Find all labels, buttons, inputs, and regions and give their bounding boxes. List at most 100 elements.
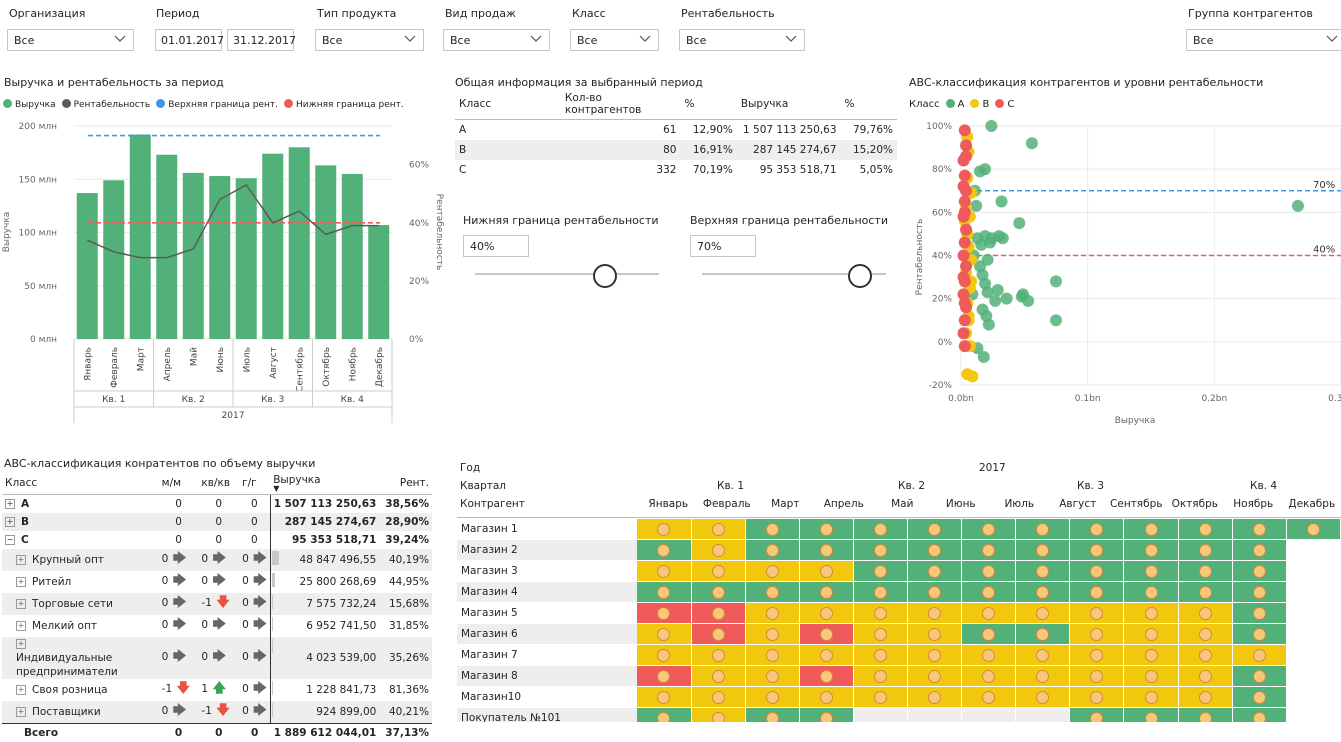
lower-bound-slider-handle[interactable] — [593, 264, 617, 288]
legend-item-upper[interactable]: Верхняя граница рент. — [156, 99, 278, 110]
heat-cell[interactable] — [1178, 540, 1232, 561]
upper-bound-input[interactable]: 70% — [690, 235, 756, 257]
period-from-input[interactable]: 01.01.2017 — [155, 29, 222, 51]
abc-header-revenue[interactable]: Выручка▼ — [270, 472, 379, 495]
heat-cell[interactable] — [691, 519, 745, 540]
heat-cell[interactable] — [1070, 540, 1124, 561]
heat-cell[interactable] — [962, 519, 1016, 540]
heat-cell[interactable] — [853, 540, 907, 561]
heat-cell[interactable] — [1124, 582, 1178, 603]
heat-cell[interactable] — [799, 540, 853, 561]
table-row[interactable]: Магазин 8 — [457, 666, 1341, 687]
heat-cell[interactable] — [799, 708, 853, 723]
filter-group-select[interactable]: Все — [1186, 29, 1341, 51]
heat-cell[interactable] — [962, 708, 1016, 723]
heat-cell[interactable] — [1178, 708, 1232, 723]
heat-cell[interactable] — [691, 708, 745, 723]
heat-cell[interactable] — [1070, 561, 1124, 582]
filter-sales-select[interactable]: Все — [443, 29, 550, 51]
filter-org-select[interactable]: Все — [7, 29, 134, 51]
heat-cell[interactable] — [1016, 687, 1070, 708]
heat-cell[interactable] — [799, 603, 853, 624]
heat-cell[interactable] — [1178, 603, 1232, 624]
filter-profit-select[interactable]: Все — [679, 29, 805, 51]
heat-cell[interactable] — [799, 519, 853, 540]
heat-cell[interactable] — [908, 645, 962, 666]
heat-cell[interactable] — [1178, 687, 1232, 708]
heat-cell[interactable] — [1070, 582, 1124, 603]
heat-cell[interactable] — [691, 603, 745, 624]
table-row[interactable]: Магазин 6 — [457, 624, 1341, 645]
heat-cell[interactable] — [1232, 603, 1286, 624]
heat-cell[interactable] — [745, 582, 799, 603]
heat-cell[interactable] — [745, 708, 799, 723]
expand-icon[interactable]: + — [16, 639, 26, 649]
heat-cell[interactable] — [1232, 582, 1286, 603]
heat-cell[interactable] — [853, 645, 907, 666]
heat-cell[interactable] — [1178, 624, 1232, 645]
heat-cell[interactable] — [908, 561, 962, 582]
legend-item-lower[interactable]: Нижняя граница рент. — [284, 99, 404, 110]
heat-cell[interactable] — [637, 708, 691, 723]
upper-bound-slider-handle[interactable] — [848, 264, 872, 288]
heat-cell[interactable] — [908, 603, 962, 624]
heat-cell[interactable] — [637, 624, 691, 645]
heat-cell[interactable] — [1016, 603, 1070, 624]
heat-cell[interactable] — [637, 666, 691, 687]
heat-cell[interactable] — [962, 666, 1016, 687]
heat-cell[interactable] — [1070, 708, 1124, 723]
heat-cell[interactable] — [1070, 645, 1124, 666]
heat-cell[interactable] — [1178, 582, 1232, 603]
heat-cell[interactable] — [1124, 666, 1178, 687]
legend-item-c[interactable]: C — [995, 99, 1014, 110]
heat-cell[interactable] — [745, 603, 799, 624]
heat-cell[interactable] — [1178, 519, 1232, 540]
heat-cell[interactable] — [637, 519, 691, 540]
heat-cell[interactable] — [962, 582, 1016, 603]
filter-class-select[interactable]: Все — [570, 29, 659, 51]
table-row[interactable]: Магазин10 — [457, 687, 1341, 708]
heat-cell[interactable] — [962, 603, 1016, 624]
heat-cell[interactable] — [853, 708, 907, 723]
heat-cell[interactable] — [1232, 666, 1286, 687]
heat-cell[interactable] — [799, 687, 853, 708]
heat-cell[interactable] — [745, 687, 799, 708]
heat-cell[interactable] — [1178, 666, 1232, 687]
table-row[interactable]: Покупатель №101 — [457, 708, 1341, 723]
heat-cell[interactable] — [1232, 624, 1286, 645]
expand-icon[interactable]: + — [16, 707, 26, 717]
heat-cell[interactable] — [908, 624, 962, 645]
heat-cell[interactable] — [1070, 519, 1124, 540]
heat-cell[interactable] — [1016, 666, 1070, 687]
legend-item-profit[interactable]: Рентабельность — [62, 99, 151, 110]
heat-cell[interactable] — [962, 540, 1016, 561]
heat-cell[interactable] — [1070, 687, 1124, 708]
heat-cell[interactable] — [637, 582, 691, 603]
table-row[interactable]: Магазин 1 — [457, 519, 1341, 540]
heat-cell[interactable] — [1286, 519, 1340, 540]
heat-cell[interactable] — [853, 624, 907, 645]
heat-cell[interactable] — [691, 624, 745, 645]
heat-cell[interactable] — [1124, 708, 1178, 723]
heat-cell[interactable] — [1070, 624, 1124, 645]
heat-cell[interactable] — [1124, 561, 1178, 582]
table-row[interactable]: Магазин 7 — [457, 645, 1341, 666]
heat-cell[interactable] — [637, 540, 691, 561]
heat-cell[interactable] — [745, 519, 799, 540]
expand-icon[interactable]: + — [16, 621, 26, 631]
heat-cell[interactable] — [853, 666, 907, 687]
heat-cell[interactable] — [691, 561, 745, 582]
heat-cell[interactable] — [745, 645, 799, 666]
heat-cell[interactable] — [908, 666, 962, 687]
heat-cell[interactable] — [908, 540, 962, 561]
expand-icon[interactable]: + — [16, 555, 26, 565]
expand-icon[interactable]: + — [16, 599, 26, 609]
